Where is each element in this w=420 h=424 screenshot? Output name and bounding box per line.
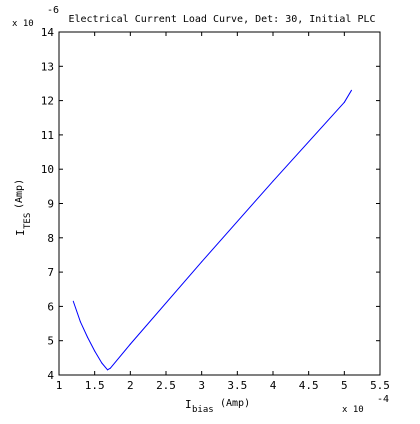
x-multiplier-base: x 10 — [342, 405, 364, 415]
x-tick-label-5: 3.5 — [227, 379, 247, 392]
x-axis-label-sub: bias — [192, 405, 214, 415]
x-axis-label-main: I — [185, 398, 192, 411]
series-0-segment-9 — [272, 101, 345, 182]
x-tick-label-4: 3 — [198, 379, 205, 392]
series-layer — [72, 89, 352, 371]
x-tick-label-0: 1 — [56, 379, 63, 392]
y-tick-label-10: 14 — [41, 26, 55, 39]
y-tick-label-9: 13 — [41, 60, 54, 73]
x-multiplier-exponent: -4 — [377, 394, 389, 405]
y-axis-label-unit: (Amp) — [14, 179, 25, 209]
y-tick-label-0: 4 — [47, 369, 54, 382]
x-tick-label-3: 2.5 — [156, 379, 176, 392]
x-tick-label-9: 5.5 — [370, 379, 390, 392]
y-multiplier: x 10 -6 — [12, 5, 59, 29]
y-axis-label-main: I — [14, 229, 27, 236]
x-tick-label-7: 4.5 — [299, 379, 319, 392]
chart-title: Electrical Current Load Curve, Det: 30, … — [68, 14, 375, 25]
y-tick-label-8: 12 — [41, 95, 54, 108]
y-tick-label-1: 5 — [47, 335, 54, 348]
y-tick-label-4: 8 — [47, 232, 54, 245]
y-axis-label: I TES (Amp) — [14, 179, 33, 236]
series-0-segment-3 — [94, 350, 103, 364]
y-tick-label-7: 11 — [41, 129, 54, 142]
y-tick-label-2: 6 — [47, 300, 54, 313]
series-0-segment-4 — [101, 362, 109, 371]
y-multiplier-exponent: -6 — [47, 5, 59, 16]
x-multiplier: x 10 -4 — [342, 394, 389, 415]
y-tick-label-3: 7 — [47, 266, 54, 279]
series-0-segment-6 — [109, 343, 131, 369]
series-0-segment-2 — [87, 336, 96, 352]
x-axis-label-unit: (Amp) — [220, 398, 250, 409]
tick-layer: 1 1.5 2 2.5 3 3.5 4 4.5 5 5.5 4 5 6 7 8 9 10 11 12 13 14 — [41, 26, 390, 392]
series-0-segment-5 — [107, 367, 111, 371]
x-tick-label-8: 5 — [341, 379, 348, 392]
series-0-segment-8 — [201, 180, 274, 263]
series-0-segment-7 — [129, 261, 203, 345]
y-tick-label-6: 10 — [41, 163, 54, 176]
x-tick-label-2: 2 — [127, 379, 134, 392]
y-tick-label-5: 9 — [47, 198, 54, 211]
plot-frame-layer — [58, 31, 381, 376]
y-axis-label-sub: TES — [23, 213, 33, 229]
plot-area-frame — [58, 31, 381, 376]
series-0-segment-1 — [79, 321, 89, 338]
x-tick-label-6: 4 — [270, 379, 277, 392]
series-0-segment-10 — [343, 89, 352, 103]
x-axis-label: I bias (Amp) — [185, 398, 250, 415]
y-multiplier-base: x 10 — [12, 19, 34, 29]
series-0-segment-0 — [72, 300, 81, 323]
x-tick-label-1: 1.5 — [85, 379, 105, 392]
